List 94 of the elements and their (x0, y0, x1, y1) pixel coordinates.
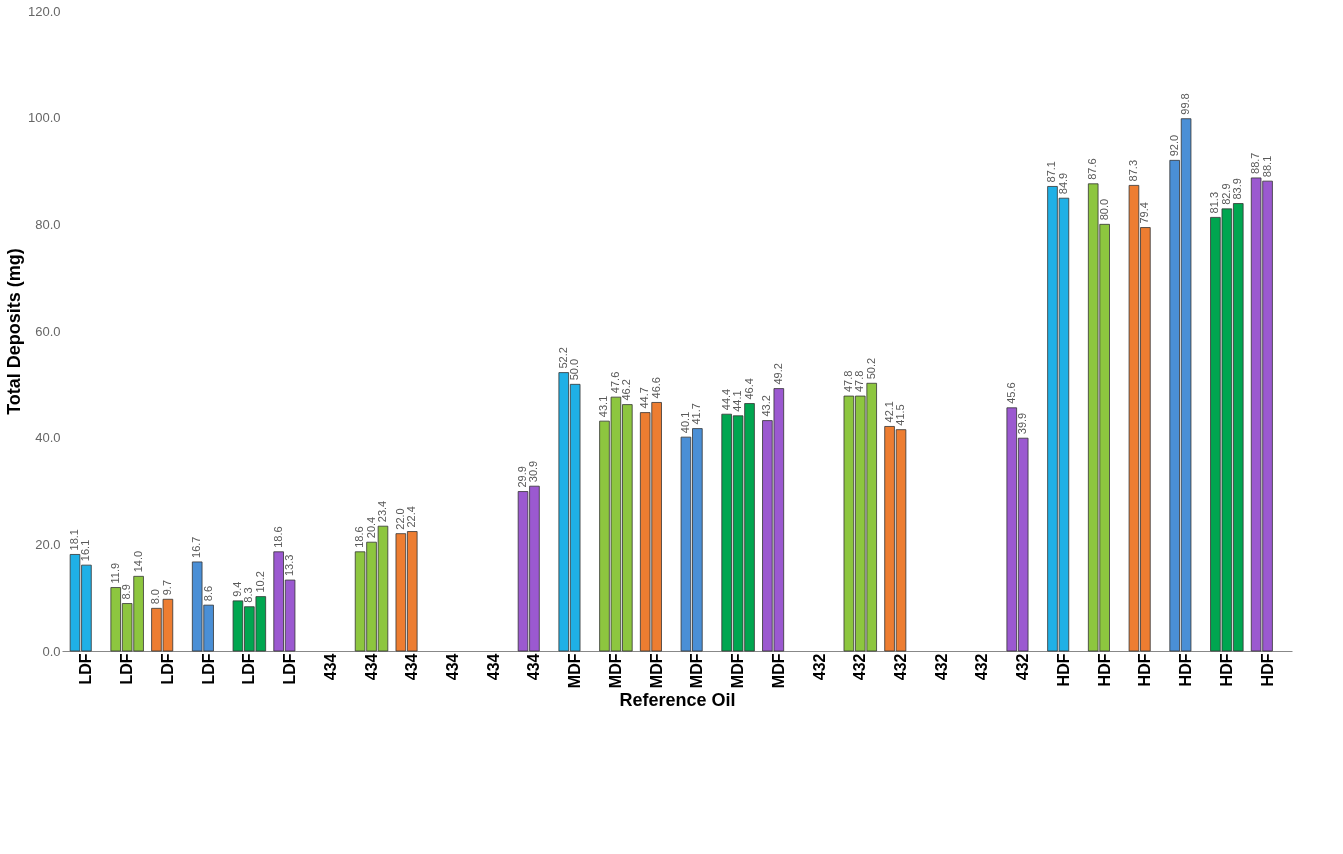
data-label: 44.1 (731, 390, 744, 412)
x-tick-label: HDF (1177, 653, 1195, 687)
data-label: 30.9 (527, 460, 540, 483)
x-tick-label: HDF (1095, 653, 1113, 687)
x-tick-label: LDF (199, 653, 217, 685)
data-label: 45.6 (1004, 382, 1017, 404)
data-label: 9.7 (160, 579, 173, 596)
data-label: 50.2 (864, 357, 877, 380)
x-tick-label: MDF (566, 653, 584, 689)
x-tick-label: LDF (77, 653, 95, 685)
data-label: 8.9 (120, 584, 133, 600)
data-label: 22.0 (393, 508, 406, 530)
data-label: 52.2 (556, 347, 569, 369)
data-label: 87.6 (1086, 158, 1099, 180)
data-label: 23.4 (375, 500, 388, 523)
x-tick-label: 432 (932, 653, 950, 681)
x-tick-label: HDF (1258, 653, 1276, 687)
data-label: 8.0 (149, 589, 162, 605)
data-label: 14.0 (131, 550, 144, 573)
data-label: 44.4 (719, 388, 732, 411)
data-label: 9.4 (230, 581, 243, 597)
data-label: 87.1 (1045, 161, 1058, 183)
data-label: 92.0 (1167, 134, 1180, 157)
data-label: 46.6 (649, 377, 662, 399)
data-label: 88.7 (1249, 152, 1262, 174)
data-label: 11.9 (108, 562, 121, 584)
data-label: 81.3 (1208, 191, 1221, 214)
data-label: 87.3 (1126, 159, 1139, 182)
data-label: 43.1 (597, 395, 610, 418)
y-tick-label: 120.0 (27, 3, 61, 19)
data-label: 41.5 (894, 404, 907, 426)
data-label: 80.0 (1097, 198, 1110, 221)
x-tick-label: 434 (443, 653, 461, 681)
y-tick-label: 0.0 (42, 643, 61, 659)
data-label: 88.1 (1260, 155, 1273, 178)
data-label: 18.6 (271, 526, 284, 548)
data-label: 79.4 (1138, 202, 1151, 224)
data-label: 46.2 (620, 379, 633, 401)
y-tick-label: 80.0 (35, 216, 61, 232)
y-tick-label: 40.0 (35, 430, 61, 446)
data-label: 47.6 (608, 371, 621, 394)
x-tick-label: LDF (118, 653, 136, 685)
data-label: 83.9 (1231, 178, 1244, 200)
data-label: 39.9 (1016, 412, 1029, 435)
data-label: 18.1 (68, 529, 80, 551)
x-tick-label: 434 (484, 653, 502, 681)
x-tick-label: 432 (851, 653, 869, 681)
x-tick-label: HDF (1054, 653, 1072, 687)
data-label: 13.3 (283, 554, 296, 577)
data-label: 84.9 (1056, 172, 1069, 195)
data-label: 20.4 (364, 516, 377, 539)
y-tick-label: 60.0 (35, 323, 61, 339)
data-label: 44.7 (638, 387, 651, 409)
data-label: 16.7 (190, 536, 203, 558)
data-label: 8.3 (242, 587, 255, 603)
data-label: 18.6 (353, 526, 366, 548)
data-label: 42.1 (882, 401, 895, 423)
x-tick-label: LDF (240, 653, 258, 685)
x-tick-label: MDF (769, 653, 787, 689)
x-tick-label: HDF (1217, 653, 1235, 687)
x-axis-title: Reference Oil (619, 690, 736, 711)
x-tick-label: 434 (362, 653, 380, 681)
data-label: 47.8 (853, 370, 866, 393)
x-tick-label: 434 (321, 653, 339, 681)
data-label: 8.6 (201, 585, 214, 602)
y-tick-label: 20.0 (35, 536, 61, 552)
data-label: 99.8 (1179, 93, 1192, 115)
x-tick-label: 432 (1014, 653, 1032, 681)
data-label: 16.1 (79, 539, 92, 562)
data-label: 50.0 (568, 358, 581, 381)
data-label: 29.9 (516, 466, 529, 488)
x-tick-label: MDF (647, 653, 665, 689)
x-tick-label: MDF (729, 653, 747, 689)
x-tick-label: 434 (525, 653, 543, 681)
x-tick-label: HDF (1136, 653, 1154, 687)
data-label: 43.2 (760, 395, 773, 417)
x-tick-label: MDF (688, 653, 706, 689)
data-label: 41.7 (690, 403, 703, 425)
x-tick-label: 432 (810, 653, 828, 681)
x-tick-label: 432 (973, 653, 991, 681)
x-tick-label: 434 (403, 653, 421, 681)
x-tick-label: LDF (281, 653, 299, 685)
x-tick-label: 432 (892, 653, 910, 681)
data-label: 82.9 (1219, 183, 1232, 205)
data-label: 40.1 (678, 411, 691, 434)
x-tick-label: LDF (158, 653, 176, 685)
data-label: 10.2 (253, 571, 266, 593)
data-label: 46.4 (742, 378, 755, 400)
y-axis-title: Total Deposits (mg) (3, 248, 24, 415)
data-label: 47.8 (841, 370, 854, 393)
data-label: 22.4 (405, 506, 418, 528)
x-tick-label: MDF (606, 653, 624, 689)
y-tick-label: 100.0 (27, 110, 61, 126)
data-label: 49.2 (771, 363, 784, 385)
